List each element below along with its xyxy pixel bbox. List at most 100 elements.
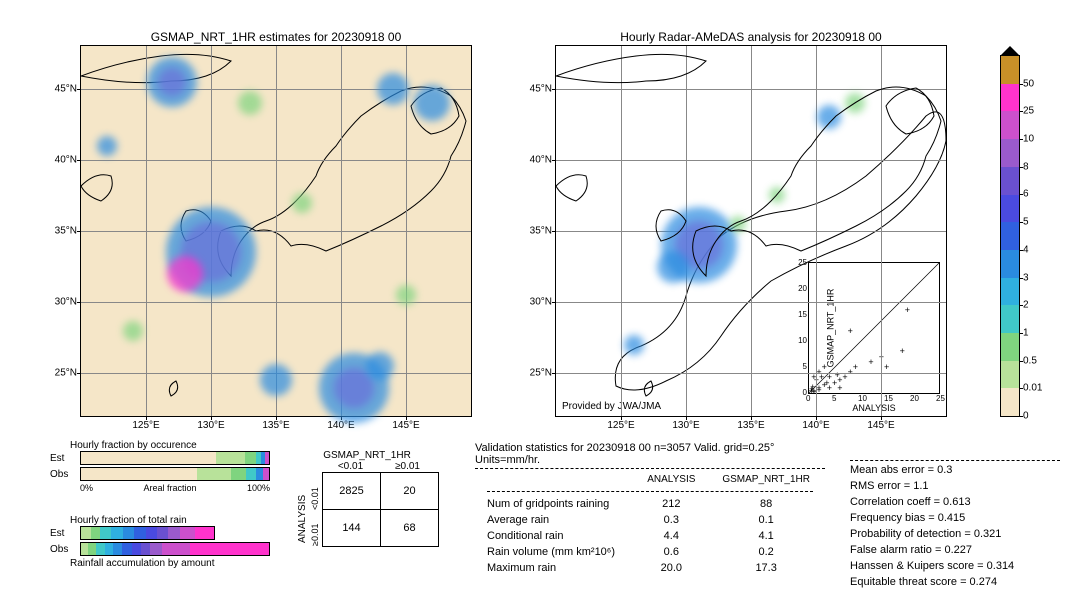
- stats-cell: 212: [635, 497, 707, 511]
- stat-item: Probability of detection = 0.321: [850, 527, 1060, 543]
- stat-item: Correlation coeff = 0.613: [850, 495, 1060, 511]
- contingency-col-header: GSMAP_NRT_1HR: [295, 450, 439, 461]
- colorbar: 00.010.51234568102550: [1000, 55, 1020, 417]
- ytick: 30°N: [55, 297, 81, 308]
- stats-col: ANALYSIS: [635, 473, 707, 486]
- colorbar-label: 4: [1023, 244, 1029, 255]
- root: GSMAP_NRT_1HR estimates for 20230918 00 …: [10, 10, 1070, 602]
- bar-row: Obs: [50, 467, 270, 481]
- stats-cell: Conditional rain: [477, 529, 633, 543]
- row-label-1: ≥0.01: [310, 510, 322, 546]
- map-left: GSMAP_NRT_1HR estimates for 20230918 00 …: [80, 45, 472, 417]
- bar-row: Est: [50, 526, 270, 540]
- stats-row: Num of gridpoints raining21288: [477, 497, 823, 511]
- colorbar-seg: [1001, 195, 1019, 223]
- colorbar-label: 25: [1023, 106, 1034, 117]
- precip-splotch: [123, 321, 143, 341]
- ytick: 30°N: [530, 297, 556, 308]
- colorbar-seg: [1001, 278, 1019, 306]
- colorbar-label: 0.5: [1023, 355, 1037, 366]
- colorbar-seg: [1001, 361, 1019, 389]
- cell-11: 68: [381, 510, 439, 547]
- stat-item: Frequency bias = 0.415: [850, 511, 1060, 527]
- stats-table: Validation statistics for 20230918 00 n=…: [475, 442, 825, 577]
- colorbar-seg: [1001, 333, 1019, 361]
- colorbar-seg: [1001, 222, 1019, 250]
- colorbar-label: 1: [1023, 327, 1029, 338]
- stat-item: Equitable threat score = 0.274: [850, 575, 1060, 591]
- stats-cell: Num of gridpoints raining: [477, 497, 633, 511]
- stats-cell: 0.1: [709, 513, 823, 527]
- colorbar-seg: [1001, 388, 1019, 416]
- bar-sublabel: Rainfall accumulation by amount: [70, 558, 270, 569]
- fraction-occurrence-title: Hourly fraction by occurence: [70, 440, 270, 451]
- ytick: 35°N: [55, 226, 81, 237]
- xtick: 130°E: [672, 416, 699, 431]
- precip-splotch: [414, 85, 450, 121]
- stats-row: Average rain0.30.1: [477, 513, 823, 527]
- map-right-title: Hourly Radar-AMeDAS analysis for 2023091…: [556, 30, 946, 44]
- stats-cell: Average rain: [477, 513, 633, 527]
- cell-00: 2825: [323, 473, 381, 510]
- stat-item: False alarm ratio = 0.227: [850, 543, 1060, 559]
- stats-col: GSMAP_NRT_1HR: [709, 473, 823, 486]
- precip-splotch: [147, 57, 197, 107]
- ytick: 45°N: [530, 83, 556, 94]
- ytick: 35°N: [530, 226, 556, 237]
- xtick: 135°E: [262, 416, 289, 431]
- colorbar-label: 2: [1023, 300, 1029, 311]
- bar-row: Obs: [50, 542, 270, 556]
- contingency-row-header: ANALYSIS: [295, 461, 310, 547]
- ytick: 25°N: [530, 368, 556, 379]
- precip-splotch: [167, 256, 203, 292]
- xtick: 145°E: [867, 416, 894, 431]
- bar-row: Est: [50, 451, 270, 465]
- colorbar-label: 5: [1023, 217, 1029, 228]
- stats-cell: 88: [709, 497, 823, 511]
- ytick: 40°N: [55, 154, 81, 165]
- col-label-1: ≥0.01: [379, 461, 436, 472]
- fraction-occurrence: Hourly fraction by occurence Est Obs 0%Are…: [50, 440, 270, 493]
- xtick: 140°E: [802, 416, 829, 431]
- stats-cell: 0.6: [635, 545, 707, 559]
- xtick: 125°E: [607, 416, 634, 431]
- ytick: 25°N: [55, 368, 81, 379]
- colorbar-seg: [1001, 167, 1019, 195]
- xtick: 135°E: [737, 416, 764, 431]
- map-right: Hourly Radar-AMeDAS analysis for 2023091…: [555, 45, 947, 417]
- colorbar-arrow: [1000, 46, 1020, 56]
- fraction-rain: Hourly fraction of total rain Est Obs Rain…: [50, 515, 270, 569]
- colorbar-seg: [1001, 250, 1019, 278]
- colorbar-label: 0.01: [1023, 383, 1042, 394]
- colorbar-seg: [1001, 56, 1019, 84]
- xtick: 130°E: [197, 416, 224, 431]
- ytick: 40°N: [530, 154, 556, 165]
- stats-cell: 4.1: [709, 529, 823, 543]
- stats-cell: 0.3: [635, 513, 707, 527]
- stat-item: Hanssen & Kuipers score = 0.314: [850, 559, 1060, 575]
- coastline-right: [556, 46, 946, 416]
- stats-cell: 4.4: [635, 529, 707, 543]
- colorbar-seg: [1001, 84, 1019, 112]
- cell-10: 144: [323, 510, 381, 547]
- colorbar-label: 3: [1023, 272, 1029, 283]
- stats-cell: Rain volume (mm km²10⁶): [477, 545, 633, 559]
- col-label-0: <0.01: [322, 461, 379, 472]
- bar-axis: 0%Areal fraction100%: [80, 483, 270, 493]
- colorbar-seg: [1001, 139, 1019, 167]
- fraction-rain-title: Hourly fraction of total rain: [70, 515, 270, 526]
- colorbar-label: 10: [1023, 134, 1034, 145]
- stat-item: RMS error = 1.1: [850, 479, 1060, 495]
- map-left-title: GSMAP_NRT_1HR estimates for 20230918 00: [81, 30, 471, 44]
- colorbar-label: 0: [1023, 411, 1029, 422]
- dashline-1: [475, 468, 825, 469]
- stats-row: Conditional rain4.44.1: [477, 529, 823, 543]
- colorbar-label: 50: [1023, 78, 1034, 89]
- xtick: 125°E: [132, 416, 159, 431]
- stats-col: [477, 473, 633, 486]
- ytick: 45°N: [55, 83, 81, 94]
- bar-label: Est: [50, 453, 80, 464]
- stats-cell: 17.3: [709, 561, 823, 575]
- contingency-table: GSMAP_NRT_1HR ANALYSIS <0.01 ≥0.01 <0.01…: [295, 450, 439, 547]
- stat-item: Mean abs error = 0.3: [850, 463, 1060, 479]
